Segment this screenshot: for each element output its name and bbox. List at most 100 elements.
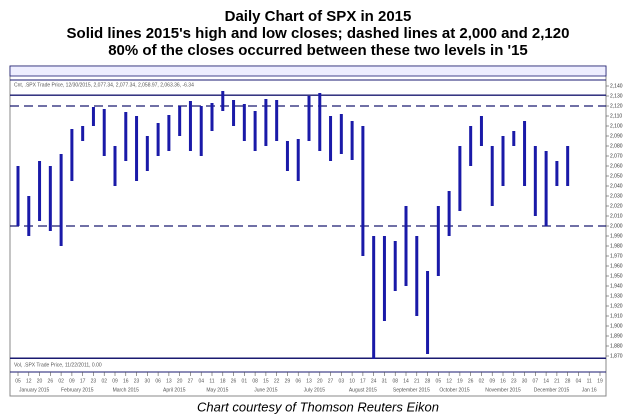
y-tick-label: 1,910 (610, 313, 623, 319)
x-tick-label: 04 (198, 378, 204, 384)
price-bar (16, 166, 20, 226)
x-tick-label: 09 (112, 378, 118, 384)
month-label: October 2015 (439, 387, 470, 393)
price-bar (38, 161, 42, 221)
price-bar (523, 121, 527, 186)
y-tick-label: 1,980 (610, 243, 623, 249)
price-bar (285, 141, 289, 171)
x-tick-label: 14 (543, 378, 549, 384)
y-tick-label: 2,100 (610, 123, 623, 129)
x-tick-label: 11 (209, 378, 214, 384)
month-label: February 2015 (61, 387, 94, 393)
y-tick-label: 2,010 (610, 213, 623, 219)
price-bar (307, 96, 311, 141)
y-tick-label: 2,140 (610, 83, 623, 89)
y-tick-label: 2,070 (610, 153, 623, 159)
x-tick-label: 26 (231, 378, 237, 384)
x-tick-label: 28 (565, 378, 571, 384)
price-bar (221, 91, 225, 111)
x-tick-label: 17 (360, 378, 366, 384)
price-bar (135, 116, 139, 181)
price-bar (479, 116, 483, 146)
x-tick-label: 16 (500, 378, 506, 384)
x-tick-label: 06 (295, 378, 301, 384)
x-tick-label: 23 (511, 378, 517, 384)
x-tick-label: 12 (446, 378, 452, 384)
month-label: June 2015 (254, 387, 278, 393)
price-bar (458, 146, 462, 211)
price-bar (318, 93, 322, 151)
y-tick-label: 1,920 (610, 303, 623, 309)
y-tick-label: 1,890 (610, 333, 623, 339)
y-tick-label: 2,130 (610, 93, 623, 99)
y-tick-label: 1,990 (610, 233, 623, 239)
y-tick-label: 2,080 (610, 143, 623, 149)
header-strip (9, 65, 607, 77)
x-tick-label: 30 (145, 378, 151, 384)
x-tick-label: 14 (403, 378, 409, 384)
y-tick-label: 1,960 (610, 263, 623, 269)
x-tick-label: 08 (252, 378, 258, 384)
chart-title: Daily Chart of SPX in 2015 (225, 8, 412, 25)
x-tick-label: 13 (306, 378, 312, 384)
x-tick-label: 15 (263, 378, 269, 384)
price-bar (415, 236, 419, 316)
x-tick-label: 01 (242, 378, 248, 384)
x-tick-label: 19 (597, 378, 603, 384)
price-bar (426, 271, 430, 354)
x-tick-label: 26 (468, 378, 474, 384)
price-bar (232, 100, 236, 126)
price-bar (436, 206, 440, 276)
y-tick-label: 2,090 (610, 133, 623, 139)
x-tick-label: 11 (587, 378, 592, 384)
price-bar (469, 126, 473, 166)
price-bar (555, 161, 559, 186)
x-tick-label: 12 (26, 378, 32, 384)
month-label: January 2015 (19, 387, 50, 393)
y-tick-label: 2,110 (610, 113, 622, 119)
x-tick-label: 26 (48, 378, 54, 384)
x-tick-label: 06 (155, 378, 161, 384)
y-tick-label: 2,050 (610, 173, 623, 179)
price-bar (296, 139, 300, 181)
price-bar (210, 103, 214, 131)
x-tick-label: 20 (177, 378, 183, 384)
x-tick-label: 27 (328, 378, 334, 384)
price-bar (81, 126, 85, 141)
y-tick-label: 1,870 (610, 353, 623, 359)
price-bar (48, 166, 52, 231)
x-tick-label: 05 (15, 378, 21, 384)
month-label: Jan 16 (582, 387, 597, 393)
x-tick-label: 21 (554, 378, 560, 384)
x-tick-label: 29 (285, 378, 291, 384)
x-tick-label: 02 (479, 378, 485, 384)
x-tick-label: 23 (91, 378, 97, 384)
price-bar (566, 146, 570, 186)
y-tick-label: 1,880 (610, 343, 623, 349)
x-tick-label: 05 (436, 378, 442, 384)
price-bar (350, 121, 354, 160)
x-tick-label: 18 (220, 378, 226, 384)
price-bar (70, 129, 74, 181)
price-bar (275, 100, 279, 141)
price-bar (393, 241, 397, 291)
x-tick-label: 28 (425, 378, 431, 384)
price-bar (102, 109, 106, 156)
price-bar (91, 107, 95, 126)
x-tick-label: 13 (166, 378, 172, 384)
chart-subtitle: Solid lines 2015's high and low closes; … (67, 25, 570, 42)
caption: Chart courtesy of Thomson Reuters Eikon (197, 399, 439, 414)
volume-text: Vol, .SPX Trade Price, 11/22/2011, 0.00 (14, 362, 102, 368)
x-tick-label: 22 (274, 378, 280, 384)
legend-text: Cnt, .SPX Trade Price, 12/30/2015, 2,077… (14, 82, 194, 88)
x-tick-label: 19 (457, 378, 463, 384)
price-bar (447, 191, 451, 236)
price-bar (329, 116, 333, 161)
price-bar (199, 106, 203, 156)
price-bar (178, 106, 182, 136)
y-tick-label: 1,940 (610, 283, 623, 289)
price-bar (113, 146, 117, 186)
price-bar (253, 111, 257, 151)
month-label: March 2015 (113, 387, 140, 393)
price-bar (339, 114, 343, 154)
